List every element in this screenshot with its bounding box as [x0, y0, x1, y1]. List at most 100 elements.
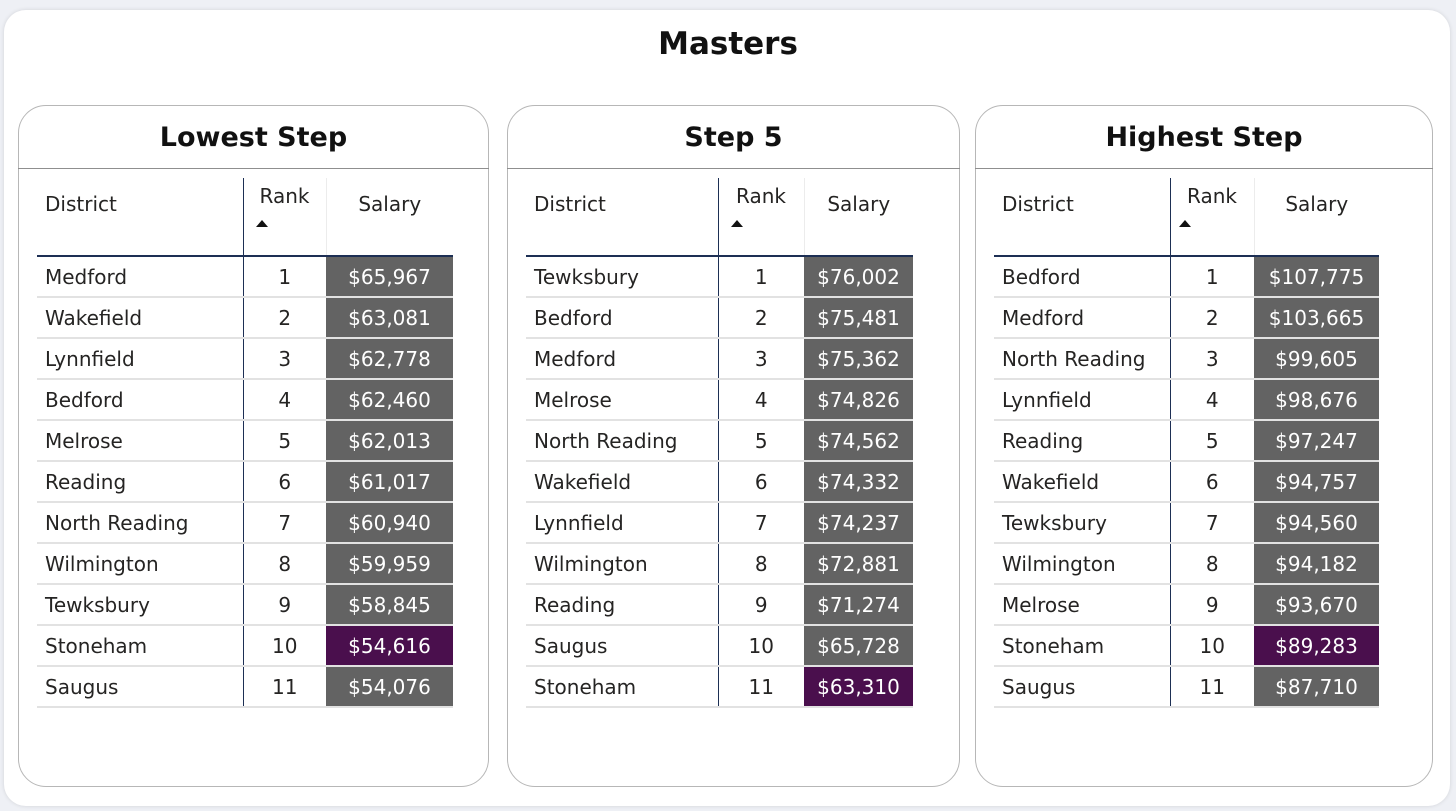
- salary-cell: $60,940: [326, 502, 453, 544]
- salary-table[interactable]: District Rank Salary Bedford 1 $107,775 Med…: [994, 178, 1379, 708]
- table-row[interactable]: Reading 5 $97,247: [994, 420, 1379, 462]
- district-cell: Stoneham: [37, 625, 243, 667]
- table-row[interactable]: Melrose 9 $93,670: [994, 584, 1379, 626]
- rank-cell: 1: [717, 255, 804, 298]
- table-card-highest-step: Highest Step District Rank Salary Bedfor…: [975, 105, 1433, 787]
- table-row[interactable]: North Reading 3 $99,605: [994, 338, 1379, 380]
- column-header-rank[interactable]: Rank: [717, 178, 804, 256]
- salary-cell: $62,460: [326, 379, 453, 421]
- table-row[interactable]: Tewksbury 9 $58,845: [37, 584, 453, 626]
- table-row[interactable]: Tewksbury 7 $94,560: [994, 502, 1379, 544]
- column-header-district[interactable]: District: [534, 192, 606, 216]
- district-cell: Stoneham: [526, 666, 718, 708]
- salary-cell: $71,274: [804, 584, 913, 626]
- salary-cell: $94,757: [1254, 461, 1379, 503]
- rank-cell: 3: [242, 338, 326, 380]
- table-body: Bedford 1 $107,775 Medford 2 $103,665 North Re…: [994, 255, 1379, 708]
- rank-cell: 11: [242, 666, 326, 708]
- rank-cell: 9: [242, 584, 326, 626]
- salary-cell: $65,967: [326, 255, 453, 298]
- title-divider: [18, 168, 489, 169]
- district-cell: Tewksbury: [994, 502, 1170, 544]
- table-row[interactable]: Saugus 11 $54,076: [37, 666, 453, 708]
- table-row[interactable]: Tewksbury 1 $76,002: [526, 255, 913, 298]
- salary-cell: $63,310: [804, 666, 913, 708]
- sort-ascending-icon[interactable]: [255, 220, 268, 227]
- title-divider: [507, 168, 960, 169]
- column-header-rank[interactable]: Rank: [242, 178, 326, 256]
- district-cell: Saugus: [526, 625, 718, 667]
- title-divider: [975, 168, 1433, 169]
- salary-cell: $62,778: [326, 338, 453, 380]
- table-row[interactable]: Bedford 2 $75,481: [526, 297, 913, 339]
- table-row[interactable]: Lynnfield 3 $62,778: [37, 338, 453, 380]
- table-row[interactable]: Saugus 11 $87,710: [994, 666, 1379, 708]
- district-cell: Tewksbury: [37, 584, 243, 626]
- table-row[interactable]: Wakefield 2 $63,081: [37, 297, 453, 339]
- table-row[interactable]: Wilmington 8 $72,881: [526, 543, 913, 585]
- rank-cell: 10: [242, 625, 326, 667]
- salary-cell: $94,560: [1254, 502, 1379, 544]
- table-row[interactable]: Stoneham 11 $63,310: [526, 666, 913, 708]
- column-header-salary[interactable]: Salary: [803, 178, 913, 256]
- rank-cell: 7: [717, 502, 804, 544]
- table-row[interactable]: North Reading 5 $74,562: [526, 420, 913, 462]
- district-cell: Reading: [526, 584, 718, 626]
- district-cell: Lynnfield: [37, 338, 243, 380]
- table-row[interactable]: Bedford 4 $62,460: [37, 379, 453, 421]
- salary-cell: $74,332: [804, 461, 913, 503]
- district-cell: Lynnfield: [994, 379, 1170, 421]
- column-header-salary[interactable]: Salary: [325, 178, 453, 256]
- table-row[interactable]: Medford 2 $103,665: [994, 297, 1379, 339]
- table-row[interactable]: Wakefield 6 $94,757: [994, 461, 1379, 503]
- column-header-salary[interactable]: Salary: [1253, 178, 1379, 256]
- salary-cell: $107,775: [1254, 255, 1379, 298]
- table-row[interactable]: Medford 3 $75,362: [526, 338, 913, 380]
- table-row[interactable]: Bedford 1 $107,775: [994, 255, 1379, 298]
- sort-ascending-icon[interactable]: [1178, 220, 1191, 227]
- sort-ascending-icon[interactable]: [730, 220, 743, 227]
- salary-cell: $87,710: [1254, 666, 1379, 708]
- salary-table[interactable]: District Rank Salary Medford 1 $65,967 Wake…: [37, 178, 453, 708]
- salary-cell: $54,076: [326, 666, 453, 708]
- salary-cell: $74,826: [804, 379, 913, 421]
- table-row[interactable]: Wilmington 8 $94,182: [994, 543, 1379, 585]
- table-row[interactable]: Stoneham 10 $54,616: [37, 625, 453, 667]
- salary-cell: $75,481: [804, 297, 913, 339]
- table-row[interactable]: Lynnfield 7 $74,237: [526, 502, 913, 544]
- district-cell: Reading: [37, 461, 243, 503]
- district-cell: Wilmington: [37, 543, 243, 585]
- card-title: Lowest Step: [159, 122, 348, 153]
- table-row[interactable]: Wakefield 6 $74,332: [526, 461, 913, 503]
- salary-cell: $62,013: [326, 420, 453, 462]
- table-row[interactable]: Stoneham 10 $89,283: [994, 625, 1379, 667]
- column-header-district[interactable]: District: [1002, 192, 1074, 216]
- table-row[interactable]: Melrose 4 $74,826: [526, 379, 913, 421]
- table-row[interactable]: Medford 1 $65,967: [37, 255, 453, 298]
- page-title: Masters: [658, 26, 798, 62]
- district-cell: North Reading: [994, 338, 1170, 380]
- column-header-rank[interactable]: Rank: [1169, 178, 1254, 256]
- district-cell: Saugus: [37, 666, 243, 708]
- district-cell: Melrose: [526, 379, 718, 421]
- column-header-district[interactable]: District: [45, 192, 117, 216]
- rank-cell: 7: [1169, 502, 1254, 544]
- salary-cell: $97,247: [1254, 420, 1379, 462]
- salary-cell: $93,670: [1254, 584, 1379, 626]
- rank-cell: 2: [242, 297, 326, 339]
- district-cell: Tewksbury: [526, 255, 718, 298]
- rank-cell: 10: [1169, 625, 1254, 667]
- table-row[interactable]: North Reading 7 $60,940: [37, 502, 453, 544]
- column-header-rank-label: Rank: [1187, 184, 1237, 208]
- salary-cell: $103,665: [1254, 297, 1379, 339]
- table-card-lowest-step: Lowest Step District Rank Salary Medford…: [18, 105, 489, 787]
- table-row[interactable]: Wilmington 8 $59,959: [37, 543, 453, 585]
- table-row[interactable]: Reading 9 $71,274: [526, 584, 913, 626]
- salary-table[interactable]: District Rank Salary Tewksbury 1 $76,002 Be…: [526, 178, 913, 708]
- rank-cell: 5: [717, 420, 804, 462]
- table-card-step-5: Step 5 District Rank Salary Tewksbury 1 $7…: [507, 105, 960, 787]
- table-row[interactable]: Reading 6 $61,017: [37, 461, 453, 503]
- table-row[interactable]: Lynnfield 4 $98,676: [994, 379, 1379, 421]
- table-row[interactable]: Saugus 10 $65,728: [526, 625, 913, 667]
- table-row[interactable]: Melrose 5 $62,013: [37, 420, 453, 462]
